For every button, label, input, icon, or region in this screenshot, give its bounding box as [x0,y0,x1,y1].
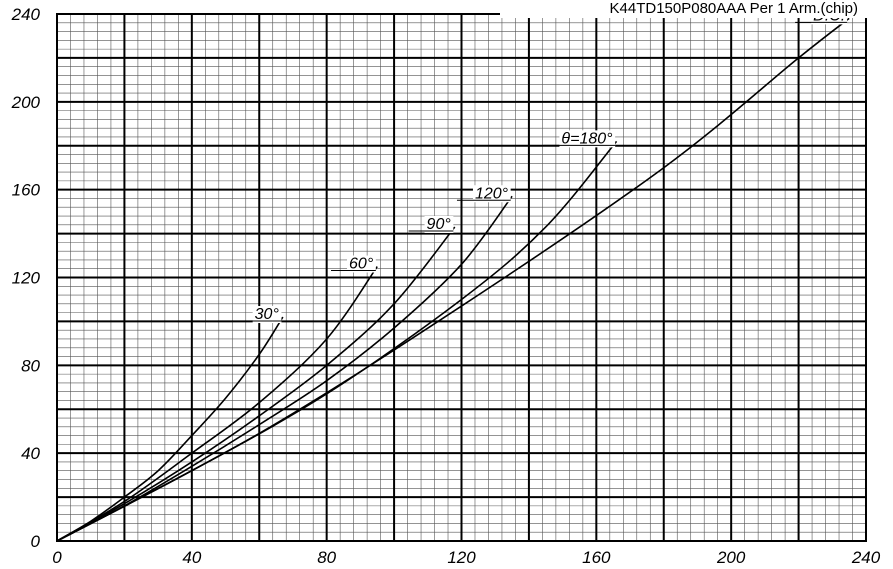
y-tick-label: 200 [11,93,41,112]
curve-line [56,140,618,542]
curve-label-background [252,306,282,324]
y-tick-label: 40 [21,444,40,463]
x-axis-ticks: 0 40 80 120 160 200 240 [52,548,880,567]
curve-line [56,266,378,542]
curve-label-background [559,130,616,148]
curve-label: 30° [255,306,280,323]
y-tick-label: 120 [12,269,41,288]
plot-frame [56,13,867,542]
y-tick-label: 160 [12,181,41,200]
curve-label-background [347,255,376,273]
y-axis-ticks: 0 40 80 120 160 200 240 [11,5,41,551]
curve-label: 90° [427,216,452,233]
curves [56,17,850,542]
y-tick-label: 0 [31,532,41,551]
curve-label-background [424,215,454,233]
curve-label: 60° [349,256,374,273]
curve-line [56,316,284,542]
x-tick-label: 120 [447,548,476,567]
x-tick-label: 40 [182,548,201,567]
x-tick-label: 200 [716,548,746,567]
y-tick-label: 240 [11,5,41,24]
title-background [500,0,875,18]
curve-label: 120° [475,185,509,202]
y-tick-label: 80 [21,356,40,375]
curve-labels: 30°60°90°120°θ=180°D.C. [236,7,848,324]
x-tick-label: 80 [317,548,336,567]
x-tick-label: 0 [52,548,62,567]
curve-label-background [472,185,511,203]
curve-line [56,226,456,542]
curve-line [56,17,850,542]
x-tick-label: 160 [582,548,611,567]
chart-title: K44TD150P080AAA Per 1 Arm.(chip) [610,0,858,17]
curve-label: θ=180° [561,130,613,147]
x-tick-label: 240 [851,548,881,567]
